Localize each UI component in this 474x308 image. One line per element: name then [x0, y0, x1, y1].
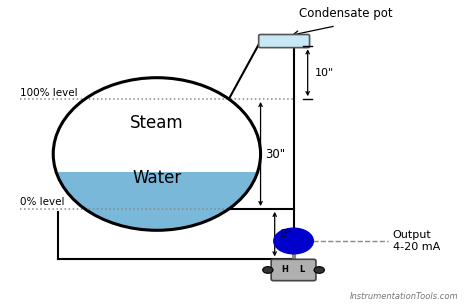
Text: Water: Water — [132, 169, 182, 187]
Text: Condensate pot: Condensate pot — [299, 7, 392, 20]
Circle shape — [263, 267, 273, 273]
Text: 100% level: 100% level — [20, 87, 78, 98]
Polygon shape — [48, 63, 265, 172]
Text: H: H — [282, 265, 289, 274]
Text: 9": 9" — [279, 229, 292, 239]
Circle shape — [314, 267, 324, 273]
Text: Output
4-20 mA: Output 4-20 mA — [392, 230, 440, 252]
Text: 10": 10" — [315, 68, 334, 78]
FancyBboxPatch shape — [271, 259, 316, 281]
Ellipse shape — [53, 78, 261, 230]
Text: InstrumentationTools.com: InstrumentationTools.com — [350, 291, 458, 301]
Text: 30": 30" — [265, 148, 285, 160]
Circle shape — [274, 228, 313, 254]
FancyBboxPatch shape — [259, 34, 310, 48]
Text: Steam: Steam — [130, 115, 184, 132]
Text: 0% level: 0% level — [20, 197, 65, 207]
Text: L: L — [300, 265, 305, 274]
